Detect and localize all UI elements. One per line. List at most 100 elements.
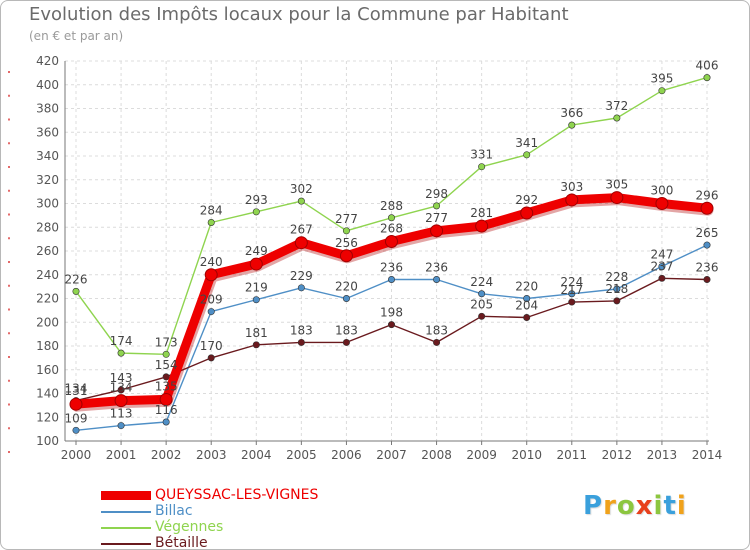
data-label: 183 [290,323,313,337]
data-point [478,290,486,298]
data-label: 174 [110,334,133,348]
data-point [342,294,350,302]
y-tick-label: 160 [36,363,59,377]
x-tick-label: 2011 [557,448,588,462]
data-label: 236 [425,261,448,275]
data-point [207,219,215,227]
data-point [162,373,170,381]
data-point [700,201,714,215]
data-point [613,114,621,122]
data-point [703,275,711,283]
brand-letter: i [653,491,664,521]
x-tick-label: 2003 [196,448,227,462]
x-tick-label: 2013 [647,448,678,462]
data-label: 143 [110,371,133,385]
data-label: 134 [65,382,88,396]
data-point [433,275,441,283]
data-point [252,208,260,216]
data-point [162,350,170,358]
data-point [162,418,170,426]
data-label: 198 [380,306,403,320]
data-point [159,392,173,406]
legend-item: QUEYSSAC-LES-VIGNES [101,487,361,503]
data-point [387,275,395,283]
data-label: 372 [605,99,628,113]
data-label: 113 [110,407,133,421]
data-label: 131 [65,384,88,398]
y-tick-label: 140 [36,387,59,401]
x-tick-label: 2004 [241,448,272,462]
data-point [613,285,621,293]
data-label: 302 [290,182,313,196]
data-label: 298 [425,187,448,201]
data-label: 236 [380,261,403,275]
data-point [703,74,711,82]
data-point [339,249,353,263]
y-tick-label: 200 [36,315,59,329]
legend-label: Bétaille [155,535,208,550]
legend-item: Végennes [101,519,361,535]
data-point [430,224,444,238]
data-label: 267 [290,223,313,237]
data-point [252,341,260,349]
data-label: 277 [335,212,358,226]
x-tick-label: 2010 [511,448,542,462]
data-point [658,262,666,270]
data-point [478,163,486,171]
data-point [204,268,218,282]
y-tick-label: 100 [36,434,59,448]
brand-letter: r [603,491,617,521]
data-label: 331 [470,148,493,162]
data-point [207,308,215,316]
data-label: 268 [380,222,403,236]
data-point [613,297,621,305]
data-point [342,227,350,235]
y-tick-label: 300 [36,197,59,211]
data-point [658,87,666,95]
data-label: 220 [515,280,538,294]
y-tick-label: 240 [36,268,59,282]
data-label: 288 [380,199,403,213]
y-tick-label: 340 [36,149,59,163]
data-point [294,236,308,250]
data-point [433,338,441,346]
data-point [433,202,441,210]
data-label: 366 [560,106,583,120]
data-label: 220 [335,280,358,294]
legend-label: Billac [155,503,193,519]
data-label: 204 [515,299,538,313]
data-label: 219 [245,281,268,295]
data-point [568,290,576,298]
brand-letter: t [663,491,677,521]
data-point [568,121,576,129]
data-label: 135 [155,379,178,393]
x-tick-label: 2007 [376,448,407,462]
y-tick-label: 120 [36,410,59,424]
data-label: 303 [560,180,583,194]
data-label: 305 [605,178,628,192]
data-point [475,219,489,233]
data-point [297,284,305,292]
data-label: 237 [650,259,673,273]
data-point [565,193,579,207]
data-point [249,257,263,271]
y-tick-label: 360 [36,125,59,139]
data-point [703,241,711,249]
legend-swatch [101,491,151,500]
x-tick-label: 2000 [61,448,92,462]
legend-item: Billac [101,503,361,519]
data-label: 277 [425,211,448,225]
data-label: 229 [290,269,313,283]
data-label: 284 [200,204,223,218]
data-label: 116 [155,403,178,417]
brand-letter: o [616,491,636,521]
y-tick-label: 380 [36,102,59,116]
data-label: 183 [335,323,358,337]
x-tick-label: 2002 [151,448,182,462]
data-label: 265 [696,226,719,240]
data-label: 249 [245,244,268,258]
y-tick-label: 420 [36,54,59,68]
data-point [72,287,80,295]
data-label: 281 [470,206,493,220]
